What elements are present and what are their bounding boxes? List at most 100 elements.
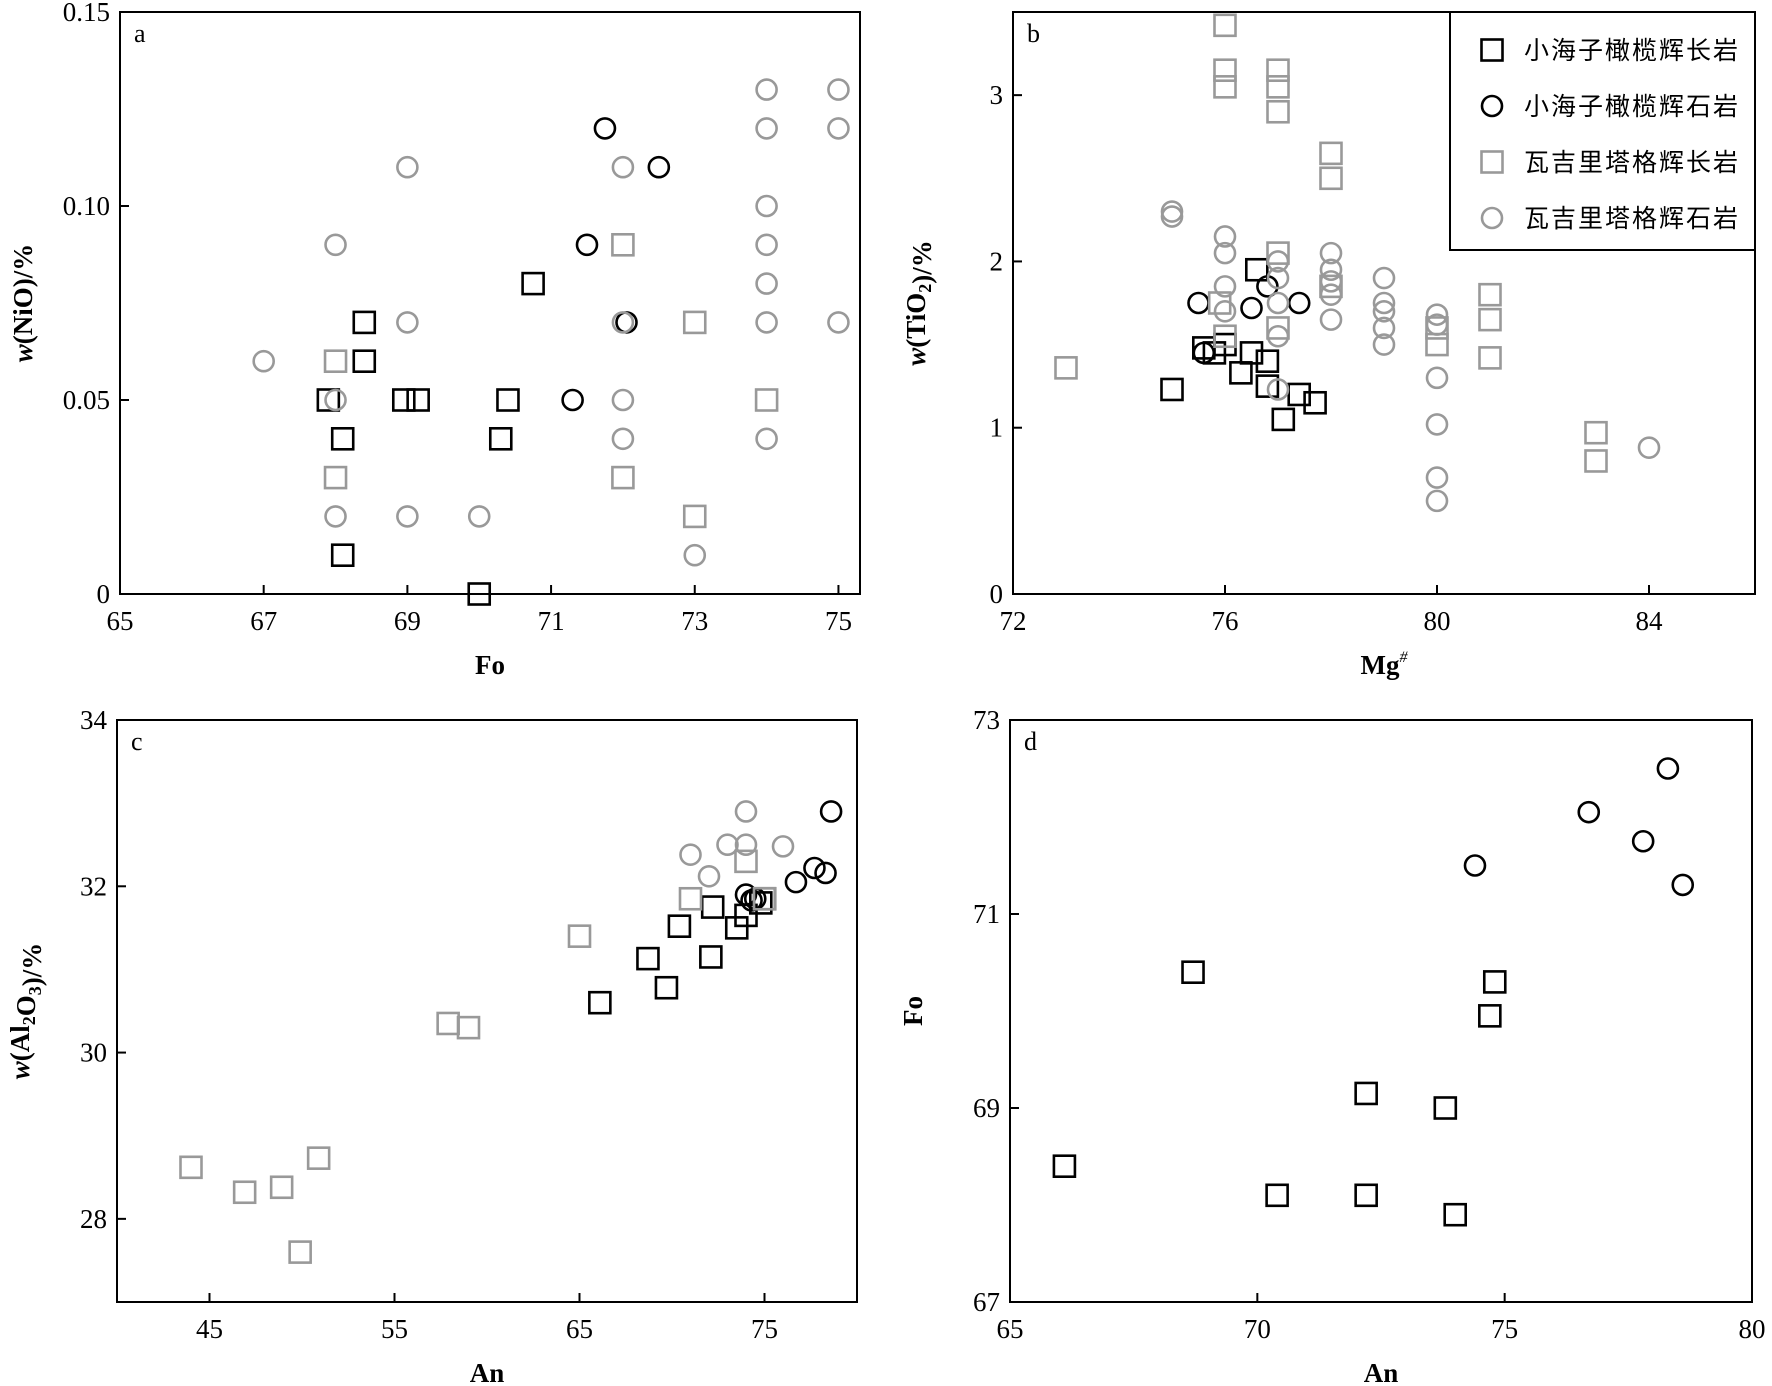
legend-label: 小海子橄榄辉石岩 xyxy=(1524,92,1740,121)
series-0 xyxy=(1052,960,1507,1227)
square-marker xyxy=(323,465,348,490)
circle-marker xyxy=(1240,296,1263,320)
square-marker xyxy=(1265,1183,1289,1208)
circle-marker xyxy=(611,388,635,412)
panel-label: a xyxy=(134,19,146,48)
square-marker xyxy=(1266,58,1290,83)
circle-marker xyxy=(755,272,778,295)
y-tick-label: 69 xyxy=(973,1093,1000,1123)
square-marker xyxy=(488,426,513,451)
square-marker xyxy=(700,895,725,919)
circle-marker xyxy=(827,78,850,101)
x-tick-label: 67 xyxy=(250,606,277,636)
square-marker xyxy=(667,914,692,938)
plot-frame xyxy=(116,719,858,1303)
circle-marker xyxy=(1192,341,1216,365)
y-axis-label: w(NiO)/% xyxy=(8,244,38,363)
square-marker xyxy=(734,849,758,874)
square-marker xyxy=(1482,970,1507,994)
y-tick-label: 0.10 xyxy=(63,191,110,221)
circle-marker xyxy=(1319,283,1343,306)
square-marker xyxy=(682,310,707,335)
square-marker xyxy=(269,1175,294,1200)
circle-marker xyxy=(755,427,778,451)
y-tick-label: 0 xyxy=(990,579,1004,609)
y-axis-label: w(Al2O3)/% xyxy=(5,943,47,1080)
x-tick-label: 75 xyxy=(825,606,852,636)
circle-marker xyxy=(1425,366,1449,390)
y-tick-label: 67 xyxy=(973,1287,1000,1317)
circle-marker xyxy=(1213,241,1237,265)
y-tick-label: 0.05 xyxy=(63,385,110,415)
square-marker xyxy=(1255,349,1280,374)
series-3 xyxy=(252,78,850,567)
square-marker xyxy=(567,924,592,948)
x-tick-label: 72 xyxy=(1000,606,1027,636)
square-marker xyxy=(1354,1183,1378,1208)
circle-marker xyxy=(1671,873,1695,897)
square-marker xyxy=(521,271,545,296)
square-marker xyxy=(1478,346,1502,370)
circle-marker xyxy=(755,194,778,218)
circle-marker xyxy=(324,233,347,257)
square-marker xyxy=(1478,307,1502,332)
x-tick-label: 69 xyxy=(394,606,421,636)
circle-marker xyxy=(734,833,758,857)
panel-d: d 65 70 75 80 67 69 71 73 An Fo xyxy=(898,705,1766,1386)
square-marker xyxy=(330,426,355,451)
circle-marker xyxy=(697,865,721,888)
circle-marker xyxy=(1213,225,1237,248)
square-marker xyxy=(1245,257,1269,282)
plot-frame xyxy=(1012,11,1756,595)
circle-marker xyxy=(1372,291,1396,315)
y-tick-label: 34 xyxy=(80,705,108,735)
circle-marker xyxy=(1425,303,1449,326)
circle-marker xyxy=(1160,200,1184,223)
panel-label: c xyxy=(131,727,143,756)
series-0 xyxy=(588,886,777,1015)
circle-marker xyxy=(1425,413,1449,436)
circle-marker xyxy=(1187,291,1210,315)
circle-marker xyxy=(1266,291,1290,315)
plot-frame xyxy=(119,11,861,595)
circle-marker xyxy=(611,311,635,334)
square-marker xyxy=(316,388,341,412)
square-marker xyxy=(654,975,679,1000)
square-marker xyxy=(323,349,348,374)
circle-marker xyxy=(1266,250,1290,273)
y-tick-label: 0 xyxy=(97,579,111,609)
y-tick-label: 3 xyxy=(990,80,1004,110)
x-tick-label: 65 xyxy=(566,1314,593,1344)
circle-marker xyxy=(396,505,419,528)
square-marker xyxy=(1319,166,1343,191)
square-marker xyxy=(1478,1004,1502,1028)
circle-marker xyxy=(803,856,826,880)
circle-marker xyxy=(1637,436,1661,459)
y-tick-label: 71 xyxy=(973,899,1000,929)
circle-marker xyxy=(771,835,795,858)
square-marker xyxy=(636,946,660,971)
circle-marker xyxy=(1319,258,1343,282)
panel-label: d xyxy=(1024,727,1037,756)
circle-marker xyxy=(1319,308,1343,331)
square-marker xyxy=(1181,960,1205,985)
square-marker xyxy=(752,886,777,911)
square-marker xyxy=(232,1180,257,1205)
circle-marker xyxy=(1266,378,1290,401)
circle-marker xyxy=(1425,466,1449,489)
square-marker xyxy=(352,349,377,374)
circle-marker xyxy=(647,155,671,179)
circle-marker xyxy=(679,843,702,866)
series-1 xyxy=(1187,275,1311,365)
circle-marker xyxy=(755,117,778,140)
x-axis-label: An xyxy=(470,1358,505,1386)
square-marker xyxy=(1319,274,1343,299)
square-marker xyxy=(1266,99,1290,124)
circle-marker xyxy=(1372,316,1396,340)
circle-marker xyxy=(1463,854,1487,877)
circle-marker xyxy=(324,505,347,528)
y-tick-label: 28 xyxy=(80,1204,107,1234)
circle-marker xyxy=(755,78,778,101)
